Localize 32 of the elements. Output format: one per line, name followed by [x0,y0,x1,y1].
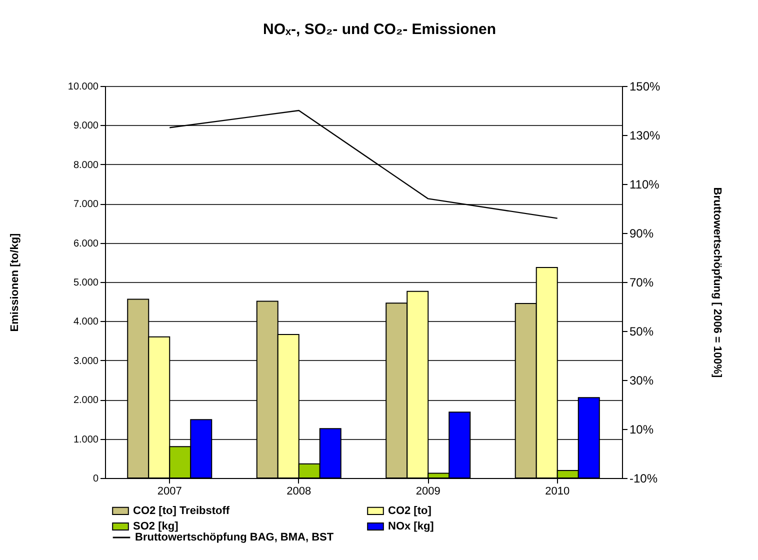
y2-tick-label: 110% [630,178,660,192]
y-tick-label: 6.000 [73,238,99,250]
y-tick-label: 4.000 [73,316,99,328]
x-tick-label: 2007 [157,486,182,498]
x-tick-label: 2008 [286,486,312,498]
y2-axis-title: Bruttowertschöpfung [ 2006 = 100%] [711,187,724,378]
y2-tick-label: -10% [630,472,658,486]
y-tick-label: 5.000 [73,278,99,288]
y2-tick-label: 150% [630,80,661,94]
y-tick-label: 1.000 [73,434,99,446]
y-tick-label: 8.000 [73,160,99,171]
y-axis-title: Emissionen [to/kg] [8,232,21,332]
y-tick-label: 10.000 [68,82,99,92]
y-tick-label: 7.000 [73,199,99,210]
y-tick-label: 0 [92,474,99,484]
y2-tick-label: 70% [630,276,654,290]
y-tick-label: 2.000 [73,395,99,406]
y2-tick-label: 130% [630,128,661,142]
legend-label: NOx [kg] [388,520,434,532]
legend-label: SO2 [kg] [133,520,179,532]
legend-label: Bruttowertschöpfung BAG, BMA, BST [135,532,334,544]
x-tick-label: 2009 [416,486,440,498]
y-tick-label: 3.000 [73,356,99,367]
y2-tick-label: 50% [630,324,654,338]
legend-label: CO2 [to] [388,504,432,517]
chart-title: NOₓ-, SO₂- und CO₂- Emissionen [263,21,496,38]
y-tick-label: 9.000 [73,120,99,132]
y2-tick-label: 10% [630,422,654,436]
y2-tick-label: 90% [630,226,654,240]
legend-label: CO2 [to] Treibstoff [133,504,230,517]
y2-tick-label: 30% [630,374,654,388]
x-tick-label: 2010 [545,486,570,498]
